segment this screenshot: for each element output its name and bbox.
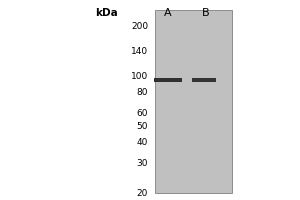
Text: 20: 20 — [136, 189, 148, 198]
Bar — [192, 78, 216, 82]
Bar — [154, 78, 182, 82]
Text: A: A — [164, 8, 172, 18]
Text: 50: 50 — [136, 122, 148, 131]
Bar — [155, 10, 232, 193]
Text: 140: 140 — [131, 47, 148, 56]
Text: 60: 60 — [136, 109, 148, 118]
Text: B: B — [202, 8, 210, 18]
Text: 100: 100 — [131, 72, 148, 81]
Text: kDa: kDa — [95, 8, 118, 18]
Text: 30: 30 — [136, 159, 148, 168]
Text: 80: 80 — [136, 88, 148, 97]
Text: 200: 200 — [131, 22, 148, 31]
Text: 40: 40 — [136, 138, 148, 147]
